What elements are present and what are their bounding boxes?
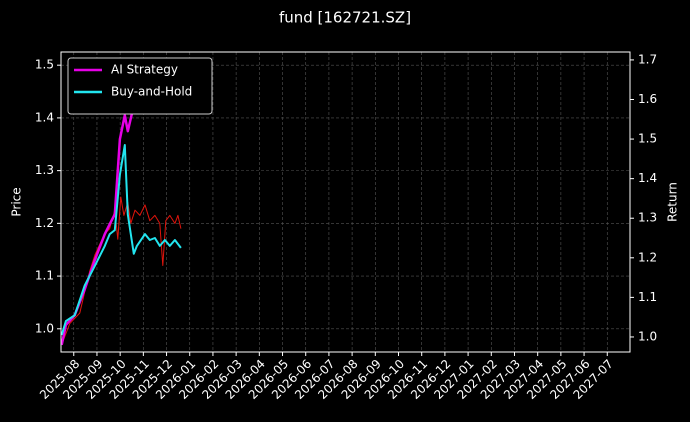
y-tick-label: 1.2 (35, 216, 54, 230)
chart-title: fund [162721.SZ] (279, 9, 411, 27)
series-line (61, 196, 182, 345)
y2-axis-label: Return (666, 182, 680, 222)
y2-tick-label: 1.2 (638, 250, 657, 264)
y2-tick-label: 1.3 (638, 211, 657, 225)
y2-tick-label: 1.7 (638, 52, 657, 66)
y2-tick-label: 1.4 (638, 171, 657, 185)
plot-frame (60, 51, 631, 353)
y-tick-label: 1.3 (35, 163, 54, 177)
legend-box (67, 57, 213, 115)
y2-tick-label: 1.5 (638, 132, 657, 146)
legend: AI Strategy Buy-and-Hold (67, 57, 213, 115)
y-axis-label: Price (10, 187, 24, 216)
legend-label: Buy-and-Hold (111, 85, 192, 99)
y2-tick-label: 1.6 (638, 92, 657, 106)
y2-tick-label: 1.1 (638, 290, 657, 304)
y2-tick-label: 1.0 (638, 329, 657, 343)
y-tick-label: 1.1 (35, 269, 54, 283)
y-tick-label: 1.5 (35, 58, 54, 72)
y-tick-label: 1.0 (35, 321, 54, 335)
y-tick-label: 1.4 (35, 110, 54, 124)
series-line (60, 144, 182, 336)
legend-label: AI Strategy (111, 63, 178, 77)
